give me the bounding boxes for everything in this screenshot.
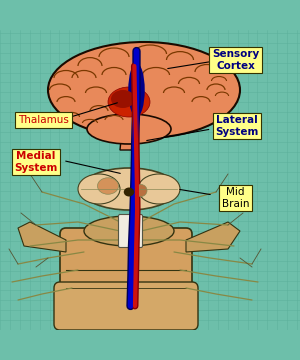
Ellipse shape: [48, 42, 240, 138]
Ellipse shape: [87, 114, 171, 144]
Polygon shape: [18, 222, 66, 252]
FancyBboxPatch shape: [54, 282, 198, 330]
Text: Medial
System: Medial System: [14, 151, 58, 173]
Polygon shape: [120, 120, 138, 150]
Ellipse shape: [135, 184, 147, 197]
FancyBboxPatch shape: [118, 215, 142, 248]
Ellipse shape: [78, 174, 120, 204]
Ellipse shape: [108, 87, 150, 117]
Text: Mid
Brain: Mid Brain: [222, 187, 249, 209]
Ellipse shape: [128, 63, 145, 117]
Ellipse shape: [98, 178, 118, 194]
Ellipse shape: [124, 188, 134, 197]
Ellipse shape: [138, 174, 180, 204]
Text: Thalamus: Thalamus: [18, 115, 69, 125]
FancyBboxPatch shape: [60, 228, 192, 306]
Ellipse shape: [81, 168, 177, 210]
Ellipse shape: [111, 90, 135, 108]
Text: Sensory
Cortex: Sensory Cortex: [212, 49, 259, 71]
Text: Lateral
System: Lateral System: [215, 115, 259, 137]
Ellipse shape: [84, 216, 174, 246]
Polygon shape: [186, 222, 240, 252]
